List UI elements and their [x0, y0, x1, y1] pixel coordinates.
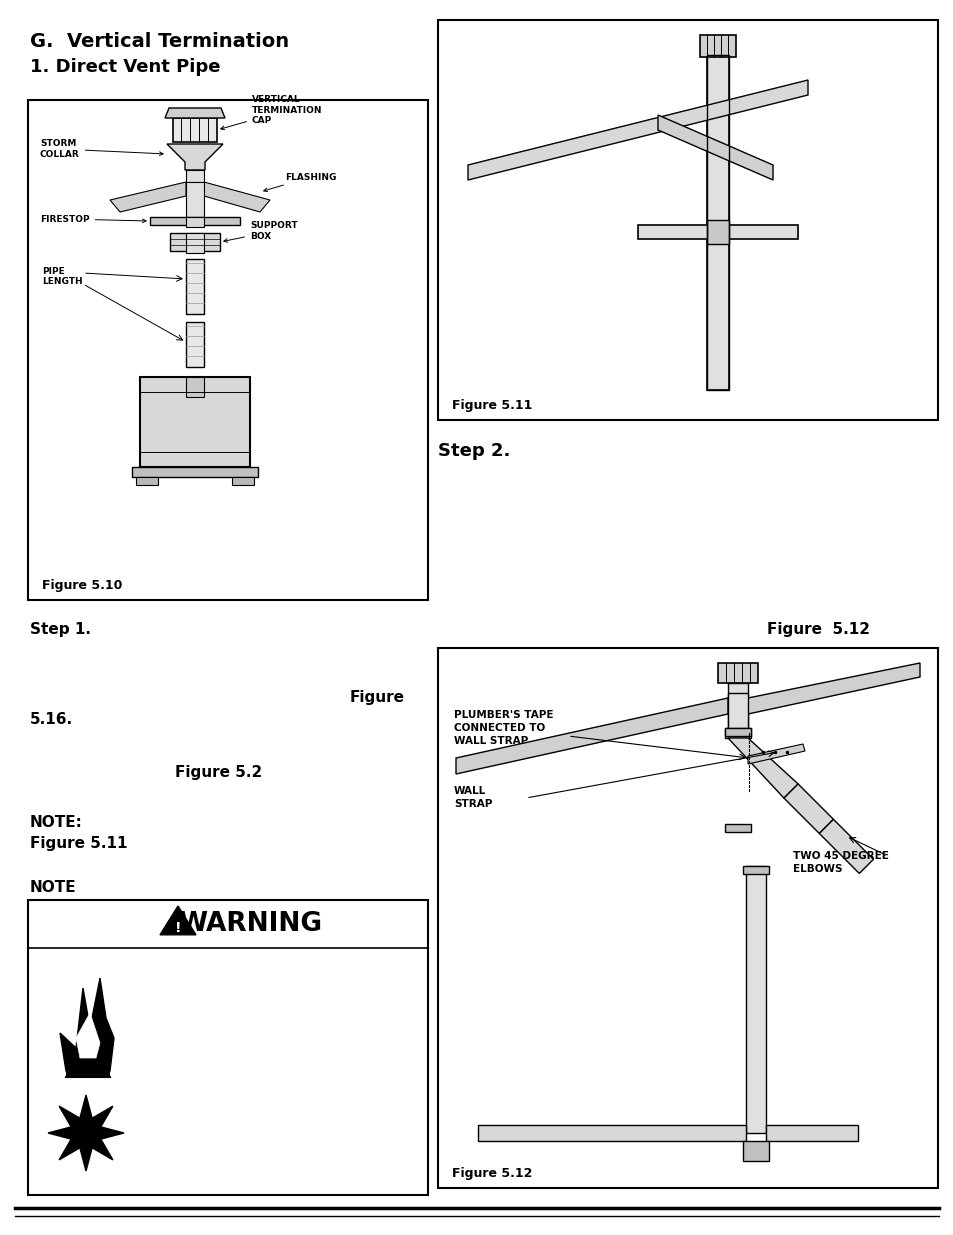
Bar	[437, 20, 937, 420]
Bar	[186, 259, 204, 314]
Polygon shape	[110, 182, 186, 212]
Bar	[186, 233, 204, 253]
Polygon shape	[477, 1125, 745, 1141]
Bar	[172, 119, 216, 142]
Text: !: !	[174, 921, 181, 935]
Text: Figure 5.10: Figure 5.10	[42, 579, 122, 592]
Polygon shape	[765, 1125, 857, 1141]
Polygon shape	[165, 107, 225, 119]
Bar	[186, 377, 204, 396]
Text: Figure  5.12: Figure 5.12	[766, 622, 869, 637]
Bar	[700, 35, 735, 57]
Bar	[706, 56, 728, 390]
Bar	[186, 182, 204, 217]
Bar	[724, 727, 750, 739]
Bar	[170, 233, 220, 251]
Bar	[727, 693, 747, 734]
Bar	[140, 377, 250, 467]
Text: NOTE: NOTE	[30, 881, 76, 895]
Bar	[742, 866, 768, 874]
Text: G.  Vertical Termination: G. Vertical Termination	[30, 32, 289, 51]
Bar	[706, 56, 728, 390]
Bar	[745, 866, 765, 1132]
Bar	[186, 170, 204, 182]
Text: Figure 5.2: Figure 5.2	[174, 764, 262, 781]
Text: Step 2.: Step 2.	[437, 442, 510, 459]
Bar	[132, 467, 257, 477]
Text: NOTE:
Figure 5.11: NOTE: Figure 5.11	[30, 815, 128, 851]
Polygon shape	[456, 698, 727, 774]
Text: SUPPORT
BOX: SUPPORT BOX	[224, 221, 297, 242]
Text: 5.16.: 5.16.	[30, 713, 73, 727]
Text: Figure 5.12: Figure 5.12	[452, 1167, 532, 1179]
Polygon shape	[727, 739, 798, 798]
Text: PLUMBER'S TAPE
CONNECTED TO
WALL STRAP: PLUMBER'S TAPE CONNECTED TO WALL STRAP	[454, 710, 553, 746]
Polygon shape	[783, 784, 833, 834]
Polygon shape	[167, 144, 223, 170]
Polygon shape	[60, 978, 113, 1071]
Bar	[718, 663, 758, 683]
Polygon shape	[160, 906, 195, 935]
Bar	[727, 683, 747, 727]
Bar	[66, 1071, 110, 1076]
Bar	[638, 225, 797, 240]
Polygon shape	[747, 743, 804, 764]
Polygon shape	[658, 115, 772, 180]
Text: WALL
STRAP: WALL STRAP	[454, 785, 492, 809]
Polygon shape	[204, 182, 270, 212]
Text: VERTICAL
TERMINATION
CAP: VERTICAL TERMINATION CAP	[220, 95, 322, 130]
Bar	[136, 477, 158, 485]
Text: Step 1.: Step 1.	[30, 622, 91, 637]
Bar	[706, 220, 728, 245]
Bar	[186, 322, 204, 367]
Bar	[724, 727, 750, 736]
Polygon shape	[48, 1095, 124, 1171]
Bar	[232, 477, 253, 485]
Text: TWO 45 DEGREE
ELBOWS: TWO 45 DEGREE ELBOWS	[792, 851, 888, 874]
Bar	[28, 900, 428, 1195]
Bar	[28, 100, 428, 600]
Text: FIRESTOP: FIRESTOP	[40, 215, 146, 224]
Polygon shape	[468, 80, 807, 180]
Polygon shape	[747, 663, 919, 714]
Text: Figure 5.11: Figure 5.11	[452, 399, 532, 412]
Text: FLASHING: FLASHING	[263, 173, 336, 191]
Text: WARNING: WARNING	[178, 911, 322, 937]
Bar	[742, 1141, 768, 1161]
Bar	[186, 217, 204, 227]
Polygon shape	[819, 819, 873, 873]
Text: PIPE
LENGTH: PIPE LENGTH	[42, 267, 83, 287]
Bar	[150, 217, 240, 225]
Bar	[724, 824, 750, 832]
Text: STORM
COLLAR: STORM COLLAR	[40, 140, 163, 159]
Text: Figure: Figure	[350, 690, 405, 705]
Polygon shape	[76, 1013, 100, 1058]
Bar	[437, 648, 937, 1188]
Text: 1. Direct Vent Pipe: 1. Direct Vent Pipe	[30, 58, 220, 77]
